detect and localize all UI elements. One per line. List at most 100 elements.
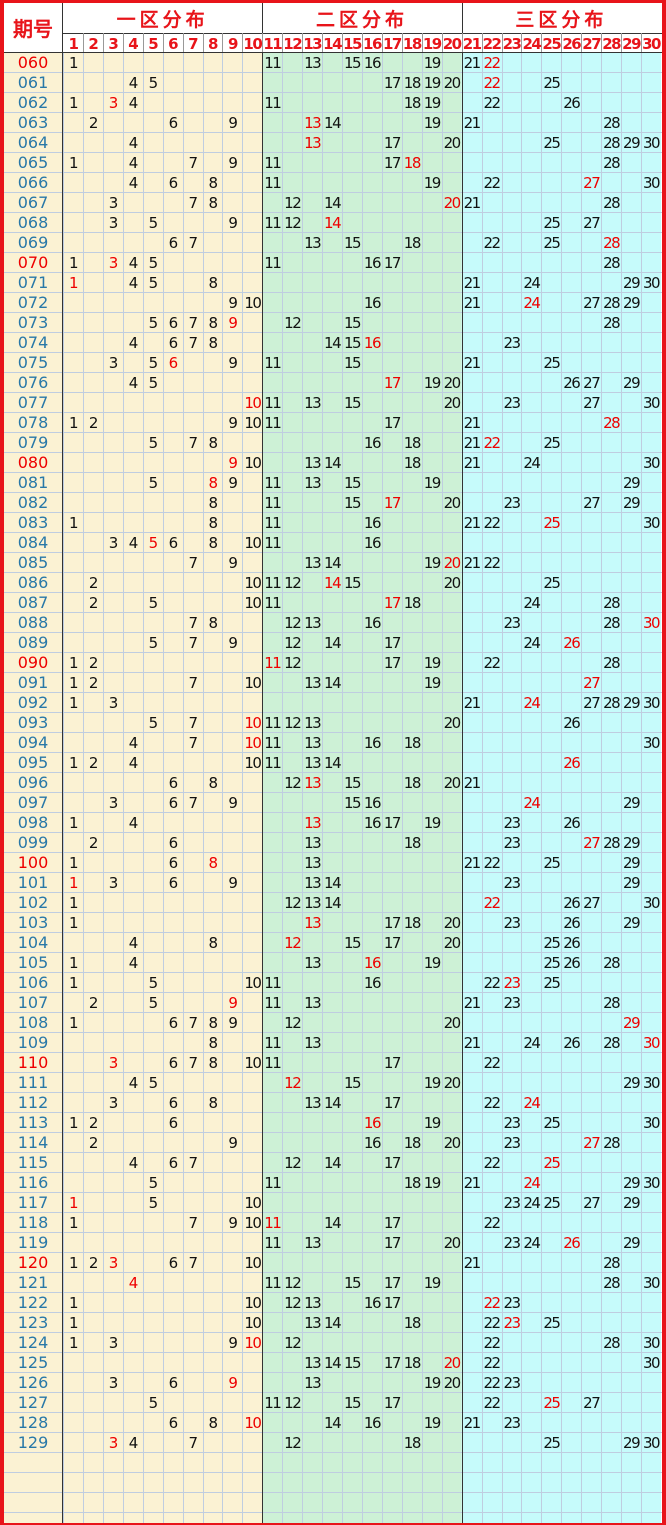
table-row: 096 6 8 12 13 15 18 20 21: [18, 773, 482, 792]
issue-number: 084: [18, 533, 49, 552]
highlighted-number: 1: [69, 274, 78, 292]
highlighted-number: 16: [364, 954, 381, 972]
drawn-number: 5: [149, 594, 158, 612]
issue-number: 120: [18, 1253, 49, 1272]
drawn-number: 6: [169, 1414, 178, 1432]
highlighted-number: 3: [109, 254, 118, 272]
drawn-number: 15: [344, 354, 361, 372]
highlighted-number: 10: [244, 1334, 261, 1352]
drawn-number: 10: [244, 1214, 261, 1232]
drawn-number: 13: [304, 874, 321, 892]
drawn-number: 27: [583, 894, 600, 912]
drawn-number: 17: [384, 154, 401, 172]
highlighted-number: 26: [563, 754, 580, 772]
highlighted-number: 10: [244, 394, 261, 412]
drawn-number: 12: [284, 1394, 301, 1412]
drawn-number: 3: [109, 874, 118, 892]
table-row: 118 1 7 9 10 11 14 17 22: [18, 1213, 502, 1232]
issue-number: 105: [18, 953, 49, 972]
drawn-number: 24: [523, 274, 540, 292]
drawn-number: 9: [228, 634, 237, 652]
drawn-number: 9: [228, 114, 237, 132]
drawn-number: 11: [264, 1054, 281, 1072]
column-number-header: 9: [228, 35, 238, 53]
drawn-number: 18: [404, 74, 421, 92]
drawn-number: 12: [284, 1014, 301, 1032]
drawn-number: 11: [264, 474, 281, 492]
drawn-number: 29: [623, 1234, 640, 1252]
drawn-number: 8: [208, 334, 217, 352]
drawn-number: 9: [228, 874, 237, 892]
drawn-number: 13: [304, 234, 321, 252]
drawn-number: 24: [523, 1194, 540, 1212]
drawn-number: 26: [563, 934, 580, 952]
drawn-number: 26: [563, 894, 580, 912]
table-row: 082 8 11 15 17 20 23 27 29: [18, 493, 642, 512]
drawn-number: 15: [344, 334, 361, 352]
drawn-number: 15: [344, 774, 361, 792]
drawn-number: 23: [503, 1234, 520, 1252]
drawn-number: 19: [424, 474, 441, 492]
drawn-number: 15: [344, 474, 361, 492]
table-row: 112 3 6 8 13 14 17 22 24: [18, 1093, 542, 1112]
issue-number: 072: [18, 293, 49, 312]
column-number-header: 25: [542, 35, 561, 53]
drawn-number: 19: [424, 554, 441, 572]
drawn-number: 21: [464, 1254, 481, 1272]
drawn-number: 5: [149, 1174, 158, 1192]
drawn-number: 3: [109, 1094, 118, 1112]
table-row: 113 1 2 6 16 19 23 25 30: [18, 1113, 662, 1132]
highlighted-number: 13: [304, 134, 321, 152]
drawn-number: 23: [503, 1114, 520, 1132]
drawn-number: 10: [244, 414, 261, 432]
drawn-number: 14: [324, 1094, 341, 1112]
highlighted-number: 14: [324, 214, 341, 232]
drawn-number: 15: [344, 1274, 361, 1292]
drawn-number: 30: [643, 894, 660, 912]
highlighted-number: 17: [384, 374, 401, 392]
drawn-number: 20: [444, 914, 461, 932]
drawn-number: 25: [543, 1194, 560, 1212]
column-number-header: 26: [562, 35, 581, 53]
drawn-number: 7: [189, 794, 198, 812]
drawn-number: 16: [364, 514, 381, 532]
drawn-number: 16: [364, 294, 381, 312]
issue-number: 082: [18, 493, 49, 512]
drawn-number: 4: [129, 954, 138, 972]
drawn-number: 27: [583, 214, 600, 232]
drawn-number: 30: [643, 454, 660, 472]
drawn-number: 1: [69, 974, 78, 992]
table-row: 062 1 3 4 11 18 19 22 26: [18, 93, 582, 112]
table-row: 063 2 6 9 13 14 19 21 28: [18, 113, 622, 132]
drawn-number: 20: [444, 714, 461, 732]
highlighted-number: 24: [523, 694, 540, 712]
drawn-number: 30: [643, 514, 660, 532]
highlighted-number: 3: [109, 1434, 118, 1452]
drawn-number: 24: [523, 1034, 540, 1052]
highlighted-number: 27: [583, 1134, 600, 1152]
drawn-number: 2: [89, 594, 98, 612]
highlighted-number: 27: [583, 834, 600, 852]
drawn-number: 18: [404, 94, 421, 112]
drawn-number: 8: [208, 314, 217, 332]
drawn-number: 18: [404, 234, 421, 252]
highlighted-number: 13: [304, 914, 321, 932]
drawn-number: 19: [424, 54, 441, 72]
drawn-number: 5: [149, 1194, 158, 1212]
drawn-number: 19: [424, 74, 441, 92]
issue-number: 097: [18, 793, 49, 812]
drawn-number: 28: [603, 654, 620, 672]
issue-number: 113: [18, 1113, 49, 1132]
drawn-number: 1: [69, 1214, 78, 1232]
drawn-number: 25: [543, 1314, 560, 1332]
drawn-number: 15: [344, 394, 361, 412]
drawn-number: 1: [69, 54, 78, 72]
drawn-number: 30: [643, 134, 660, 152]
highlighted-number: 9: [228, 1374, 237, 1392]
column-number-header: 16: [363, 35, 382, 53]
drawn-number: 11: [264, 994, 281, 1012]
issue-number: 111: [18, 1073, 49, 1092]
issue-number: 071: [18, 273, 49, 292]
drawn-number: 7: [189, 314, 198, 332]
